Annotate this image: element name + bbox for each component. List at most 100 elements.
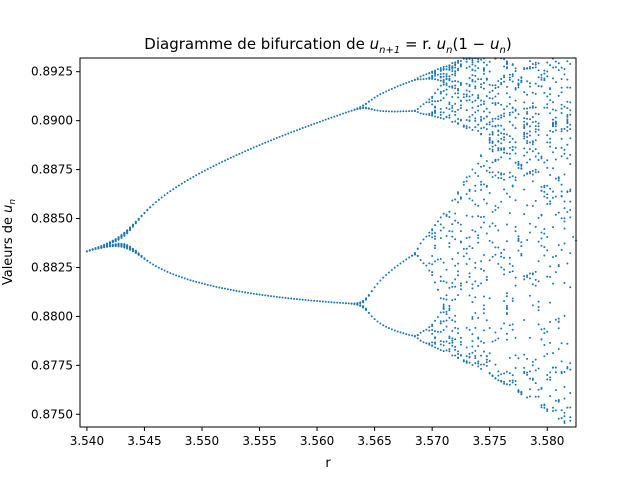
data-point <box>480 103 483 106</box>
data-point <box>505 332 508 335</box>
data-point <box>508 271 511 274</box>
data-point <box>554 366 557 369</box>
data-point <box>514 67 517 70</box>
data-point <box>534 382 537 385</box>
data-point <box>494 174 497 177</box>
data-point <box>465 192 468 195</box>
data-point <box>480 180 483 183</box>
data-point <box>491 102 494 105</box>
data-point <box>560 111 563 114</box>
data-point <box>393 266 396 269</box>
data-point <box>457 327 460 330</box>
data-point <box>534 148 537 151</box>
data-point <box>448 286 451 289</box>
data-point <box>425 328 428 331</box>
data-point <box>546 95 549 98</box>
data-point <box>465 95 468 98</box>
data-point <box>445 88 448 91</box>
data-point <box>554 123 557 126</box>
data-point <box>385 273 388 276</box>
data-point <box>431 229 434 232</box>
data-point <box>514 161 517 164</box>
data-point <box>491 117 494 120</box>
data-point <box>445 340 448 343</box>
data-point <box>488 111 491 114</box>
data-point <box>520 76 523 79</box>
data-point <box>511 124 514 127</box>
data-point <box>382 276 385 279</box>
data-point <box>566 115 569 118</box>
data-point <box>563 127 566 130</box>
data-point <box>543 403 546 406</box>
data-point <box>215 285 218 288</box>
data-point <box>117 238 120 241</box>
data-point <box>549 129 552 132</box>
data-point <box>451 86 454 89</box>
data-point <box>448 101 451 104</box>
data-point <box>514 99 517 102</box>
data-point <box>517 113 520 116</box>
data-point <box>526 112 529 115</box>
data-point <box>528 130 531 133</box>
data-point <box>494 204 497 207</box>
data-point <box>497 374 500 377</box>
data-point <box>457 352 460 355</box>
data-point <box>474 74 477 77</box>
data-point <box>448 242 451 245</box>
data-point <box>448 337 451 340</box>
chart-title: Diagramme de bifurcation de un+1 = r. un… <box>144 35 511 56</box>
data-point <box>531 106 534 109</box>
data-point <box>258 144 261 147</box>
data-point <box>482 110 485 113</box>
data-point <box>569 113 572 116</box>
data-point <box>514 383 517 386</box>
data-point <box>503 300 506 303</box>
data-point <box>419 339 422 342</box>
data-point <box>528 170 531 173</box>
data-point <box>321 300 324 303</box>
data-point <box>154 201 157 204</box>
data-point <box>255 293 258 296</box>
data-point <box>551 196 554 199</box>
data-point <box>189 279 192 282</box>
data-point <box>134 249 137 252</box>
data-point <box>549 93 552 96</box>
data-point <box>454 320 457 323</box>
data-point <box>543 72 546 75</box>
data-point <box>402 260 405 263</box>
data-point <box>494 124 497 127</box>
data-point <box>554 66 557 69</box>
data-point <box>226 158 229 161</box>
data-point <box>511 111 514 114</box>
data-point <box>505 295 508 298</box>
data-point <box>428 234 431 237</box>
data-point <box>477 215 480 218</box>
data-point <box>526 204 529 207</box>
data-point <box>459 64 462 67</box>
data-point <box>540 213 543 216</box>
data-point <box>551 124 554 127</box>
data-point <box>505 133 508 136</box>
data-point <box>172 188 175 191</box>
data-point <box>457 350 460 353</box>
data-point <box>163 269 166 272</box>
data-point <box>195 280 198 283</box>
data-point <box>477 204 480 207</box>
data-point <box>270 139 273 142</box>
data-point <box>482 72 485 75</box>
data-point <box>451 110 454 113</box>
data-point <box>431 328 434 331</box>
data-point <box>431 111 434 114</box>
data-point <box>316 121 319 124</box>
data-point <box>393 86 396 89</box>
data-point <box>413 78 416 81</box>
data-point <box>477 360 480 363</box>
data-point <box>526 140 529 143</box>
data-point <box>534 61 537 64</box>
data-point <box>200 282 203 285</box>
data-point <box>425 113 428 116</box>
data-point <box>434 330 437 333</box>
data-point <box>528 231 531 234</box>
data-point <box>310 123 313 126</box>
data-point <box>459 59 462 62</box>
